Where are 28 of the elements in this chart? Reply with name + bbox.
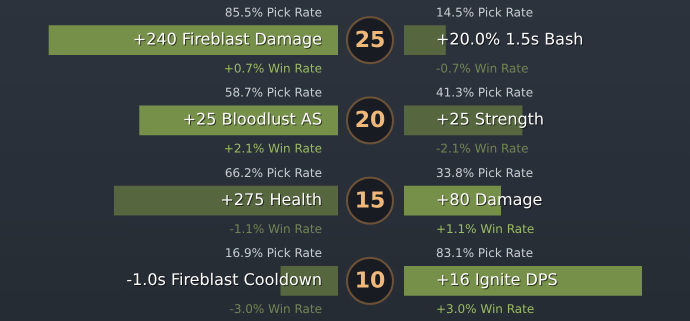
data-label: 14.5% Pick Rate: [436, 5, 534, 20]
annotation: +25 Strength: [437, 110, 546, 130]
annotation: +20.0% 1.5s Bash: [436, 29, 584, 48]
annotation: +80 Damage: [436, 190, 542, 209]
y-tick-label: 25: [354, 28, 386, 53]
annotation: +240 Fireblast Damage: [132, 29, 322, 48]
annotation: +2.1% Win Rate: [224, 142, 322, 156]
y-tick-label: 20: [354, 108, 386, 134]
annotation: -1.1% Win Rate: [229, 222, 322, 236]
annotation: +25 Bloodlust AS: [184, 110, 323, 130]
annotation: +3.0% Win Rate: [436, 302, 534, 316]
annotation: -0.7% Win Rate: [436, 61, 529, 76]
annotation: -2.1% Win Rate: [436, 142, 529, 156]
annotation: +1.1% Win Rate: [436, 222, 534, 236]
y-tick-label: 15: [354, 188, 386, 214]
data-label: 41.3% Pick Rate: [436, 86, 534, 100]
data-label: 16.9% Pick Rate: [224, 246, 322, 260]
data-label: 66.2% Pick Rate: [224, 166, 322, 180]
annotation: -1.0s Fireblast Cooldown: [127, 271, 323, 290]
y-tick-label: 10: [354, 268, 386, 294]
annotation: +0.7% Win Rate: [224, 61, 322, 76]
data-label: 83.1% Pick Rate: [436, 246, 534, 260]
data-label: 33.8% Pick Rate: [436, 166, 534, 180]
annotation: +16 Ignite DPS: [437, 271, 559, 290]
annotation: +275 Health: [221, 190, 323, 210]
annotation: -3.0% Win Rate: [229, 302, 322, 316]
data-label: 85.5% Pick Rate: [224, 5, 322, 20]
data-label: 58.7% Pick Rate: [224, 86, 322, 100]
